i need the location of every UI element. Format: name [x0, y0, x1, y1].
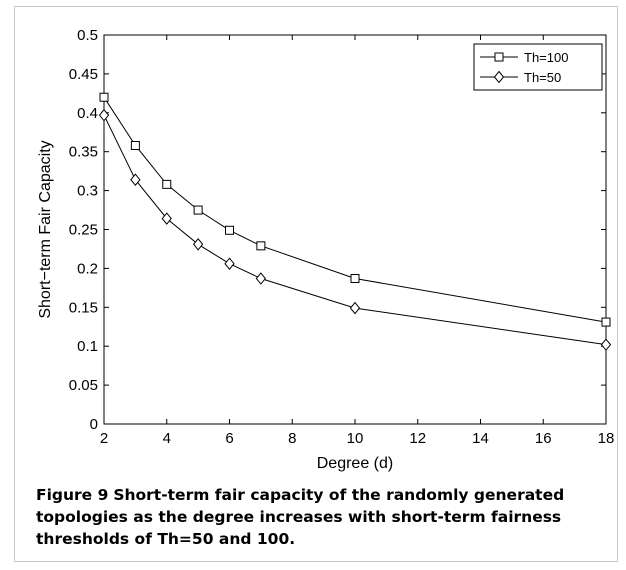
x-tick-label: 18 [598, 430, 615, 447]
x-tick-label: 6 [225, 430, 233, 447]
series-diamond [98, 108, 612, 351]
data-point-square [162, 179, 172, 189]
data-point-diamond [161, 212, 172, 225]
figure-frame [14, 6, 618, 562]
x-tick-label: 12 [409, 430, 426, 447]
y-tick-label: 0.5 [77, 27, 98, 44]
y-tick-label: 0.25 [69, 222, 98, 239]
x-tick-label: 4 [163, 430, 171, 447]
line-chart: 2 4 6 8 10 12 14 16 18 0 0.05 0.1 0.15 0.2 0.25 0.3 0.35… [37, 27, 615, 472]
figure-label: Figure 9 [36, 486, 109, 504]
data-point-diamond [98, 108, 110, 122]
data-point-diamond [255, 272, 267, 285]
figure-caption: Figure 9 Short-term fair capacity of the… [36, 484, 596, 550]
series-square [99, 92, 611, 327]
legend-box [473, 43, 603, 91]
figure-caption-text: Short-term fair capacity of the randomly… [36, 486, 565, 548]
y-tick-label: 0.45 [69, 66, 98, 83]
y-tick-label: 0.1 [77, 338, 98, 355]
x-tick-label: 2 [100, 430, 108, 447]
y-tick-label: 0.35 [69, 144, 98, 161]
data-point-diamond [349, 301, 361, 315]
data-point-square [256, 241, 266, 251]
data-point-square [99, 92, 109, 102]
x-tick-label: 10 [347, 430, 364, 447]
data-point-square [225, 225, 234, 235]
y-tick-label: 0.3 [77, 183, 98, 200]
legend-label: Th=50 [524, 70, 561, 85]
data-point-diamond [224, 257, 235, 271]
y-tick-label: 0.05 [69, 377, 98, 394]
legend-marker-diamond [493, 70, 505, 84]
y-tick-label: 0 [90, 416, 98, 433]
data-point-diamond [600, 338, 612, 351]
x-tick-label: 16 [535, 430, 552, 447]
x-tick-label: 8 [288, 430, 296, 447]
data-point-square [601, 317, 611, 327]
data-point-square [130, 140, 140, 150]
data-point-square [193, 205, 203, 215]
series-line [103, 114, 607, 346]
legend-marker-square [494, 52, 504, 62]
y-tick-label: 0.15 [69, 299, 98, 316]
data-point-diamond [192, 237, 204, 251]
y-tick-label: 0.2 [77, 260, 98, 277]
x-tick-label: 14 [472, 430, 489, 447]
legend-label: Th=100 [524, 50, 568, 65]
legend: Th=100 Th=50 [473, 43, 603, 91]
y-axis-title: Short−term Fair Capacity [37, 140, 54, 318]
x-axis-title: Degree (d) [317, 455, 393, 472]
series-line [103, 96, 607, 323]
data-point-square [350, 274, 360, 284]
data-point-diamond [130, 173, 141, 186]
y-tick-label: 0.4 [77, 105, 98, 122]
